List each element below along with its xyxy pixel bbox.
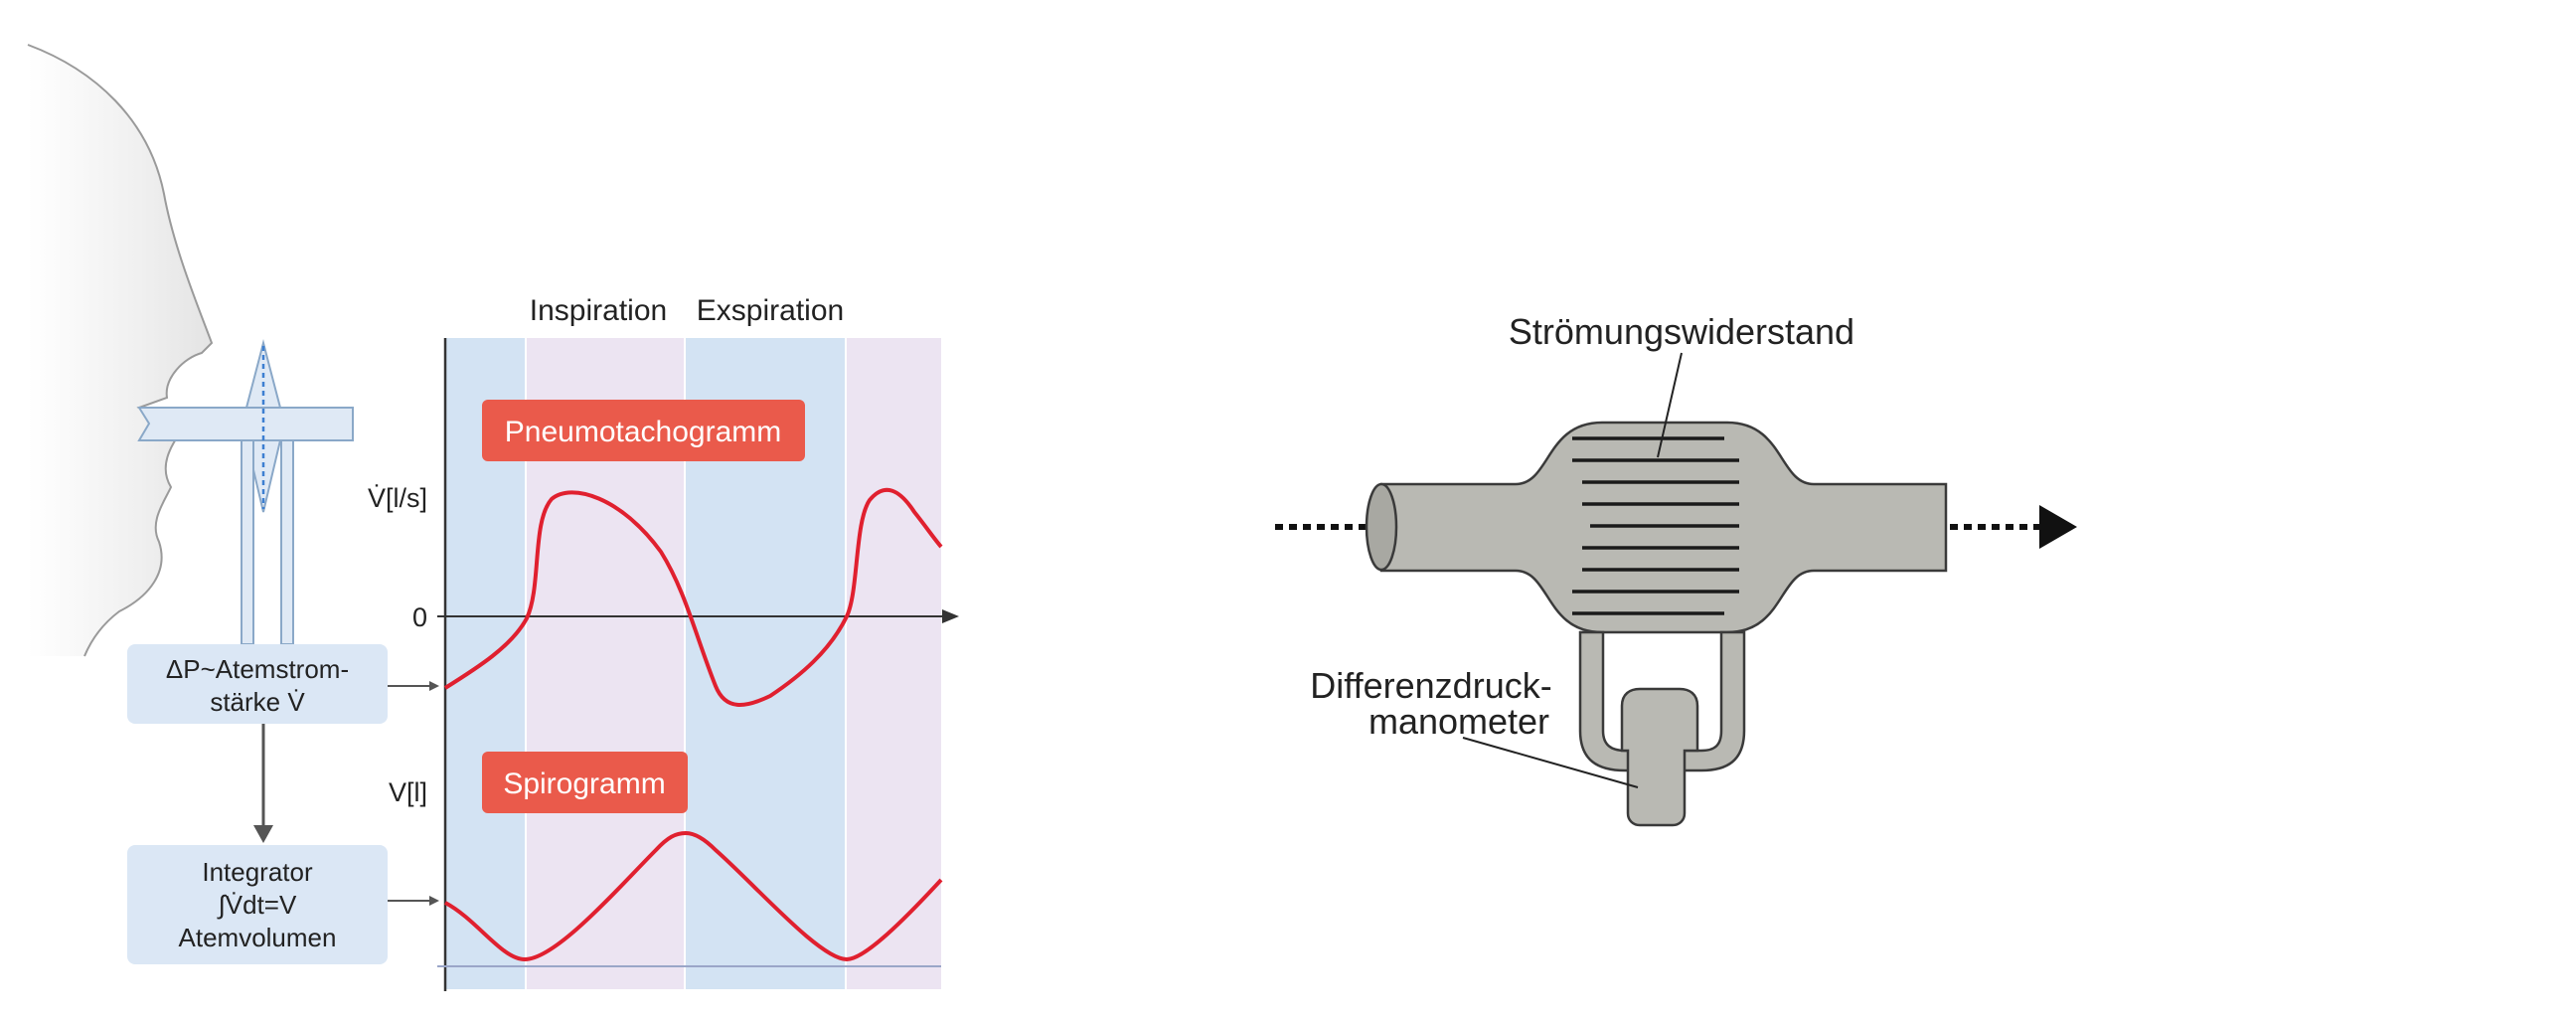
manometer-label-line1: Differenzdruck- [1310,665,1551,706]
pneumotachogram-tag-text: Pneumotachogramm [505,416,781,448]
flow-axis-arrow-icon [942,609,959,623]
flow-curve [443,488,943,707]
pressure-box: ΔP~Atemstrom- stärke V̇ [127,644,388,724]
pneumotachogram-tag: Pneumotachogramm [482,400,805,461]
face-outline [27,44,214,657]
phase-label-exspiration: Exspiration [697,294,844,327]
volume-axis-label: V[l] [389,777,427,807]
flow-tube [137,339,354,645]
integrator-box-line3: Atemvolumen [179,923,337,952]
spirogram-tag: Spirogramm [482,752,688,813]
resistance-leader-line [1657,352,1683,458]
pneumotachograph-figure: ΔP~Atemstrom- stärke V̇ Integrator ∫V̇dt… [27,44,959,991]
integrator-box-line2: ∫V̇dt=V [217,890,297,920]
flow-axis-label: V̇[l/s] [368,483,427,513]
phase-label-inspiration: Inspiration [530,294,667,327]
flow-resistance-figure: Strömungswiderstand Differenzdruck- mano… [1275,311,2077,827]
pressure-box-line1: ΔP~Atemstrom- [166,654,349,684]
tube-inlet [1365,482,1398,572]
integrator-box: Integrator ∫V̇dt=V Atemvolumen [127,845,388,964]
face-profile [28,45,212,656]
integrator-box-line1: Integrator [202,857,313,887]
outflow-arrow-icon [2039,505,2077,549]
manometer-u-tube [1578,630,1746,772]
resistance-label: Strömungswiderstand [1509,311,1854,352]
manometer-leader-line [1462,737,1639,788]
exspiration-band-2 [847,338,941,989]
spirogram-tag-text: Spirogramm [503,767,665,800]
manometer-label-line2: manometer [1368,701,1549,742]
resistance-lines [1572,436,1739,615]
zero-label: 0 [412,602,427,632]
pressure-box-line2: stärke V̇ [210,687,305,717]
manometer-chamber [1620,687,1699,827]
volume-curve [444,830,943,962]
down-arrow-icon [253,724,273,843]
